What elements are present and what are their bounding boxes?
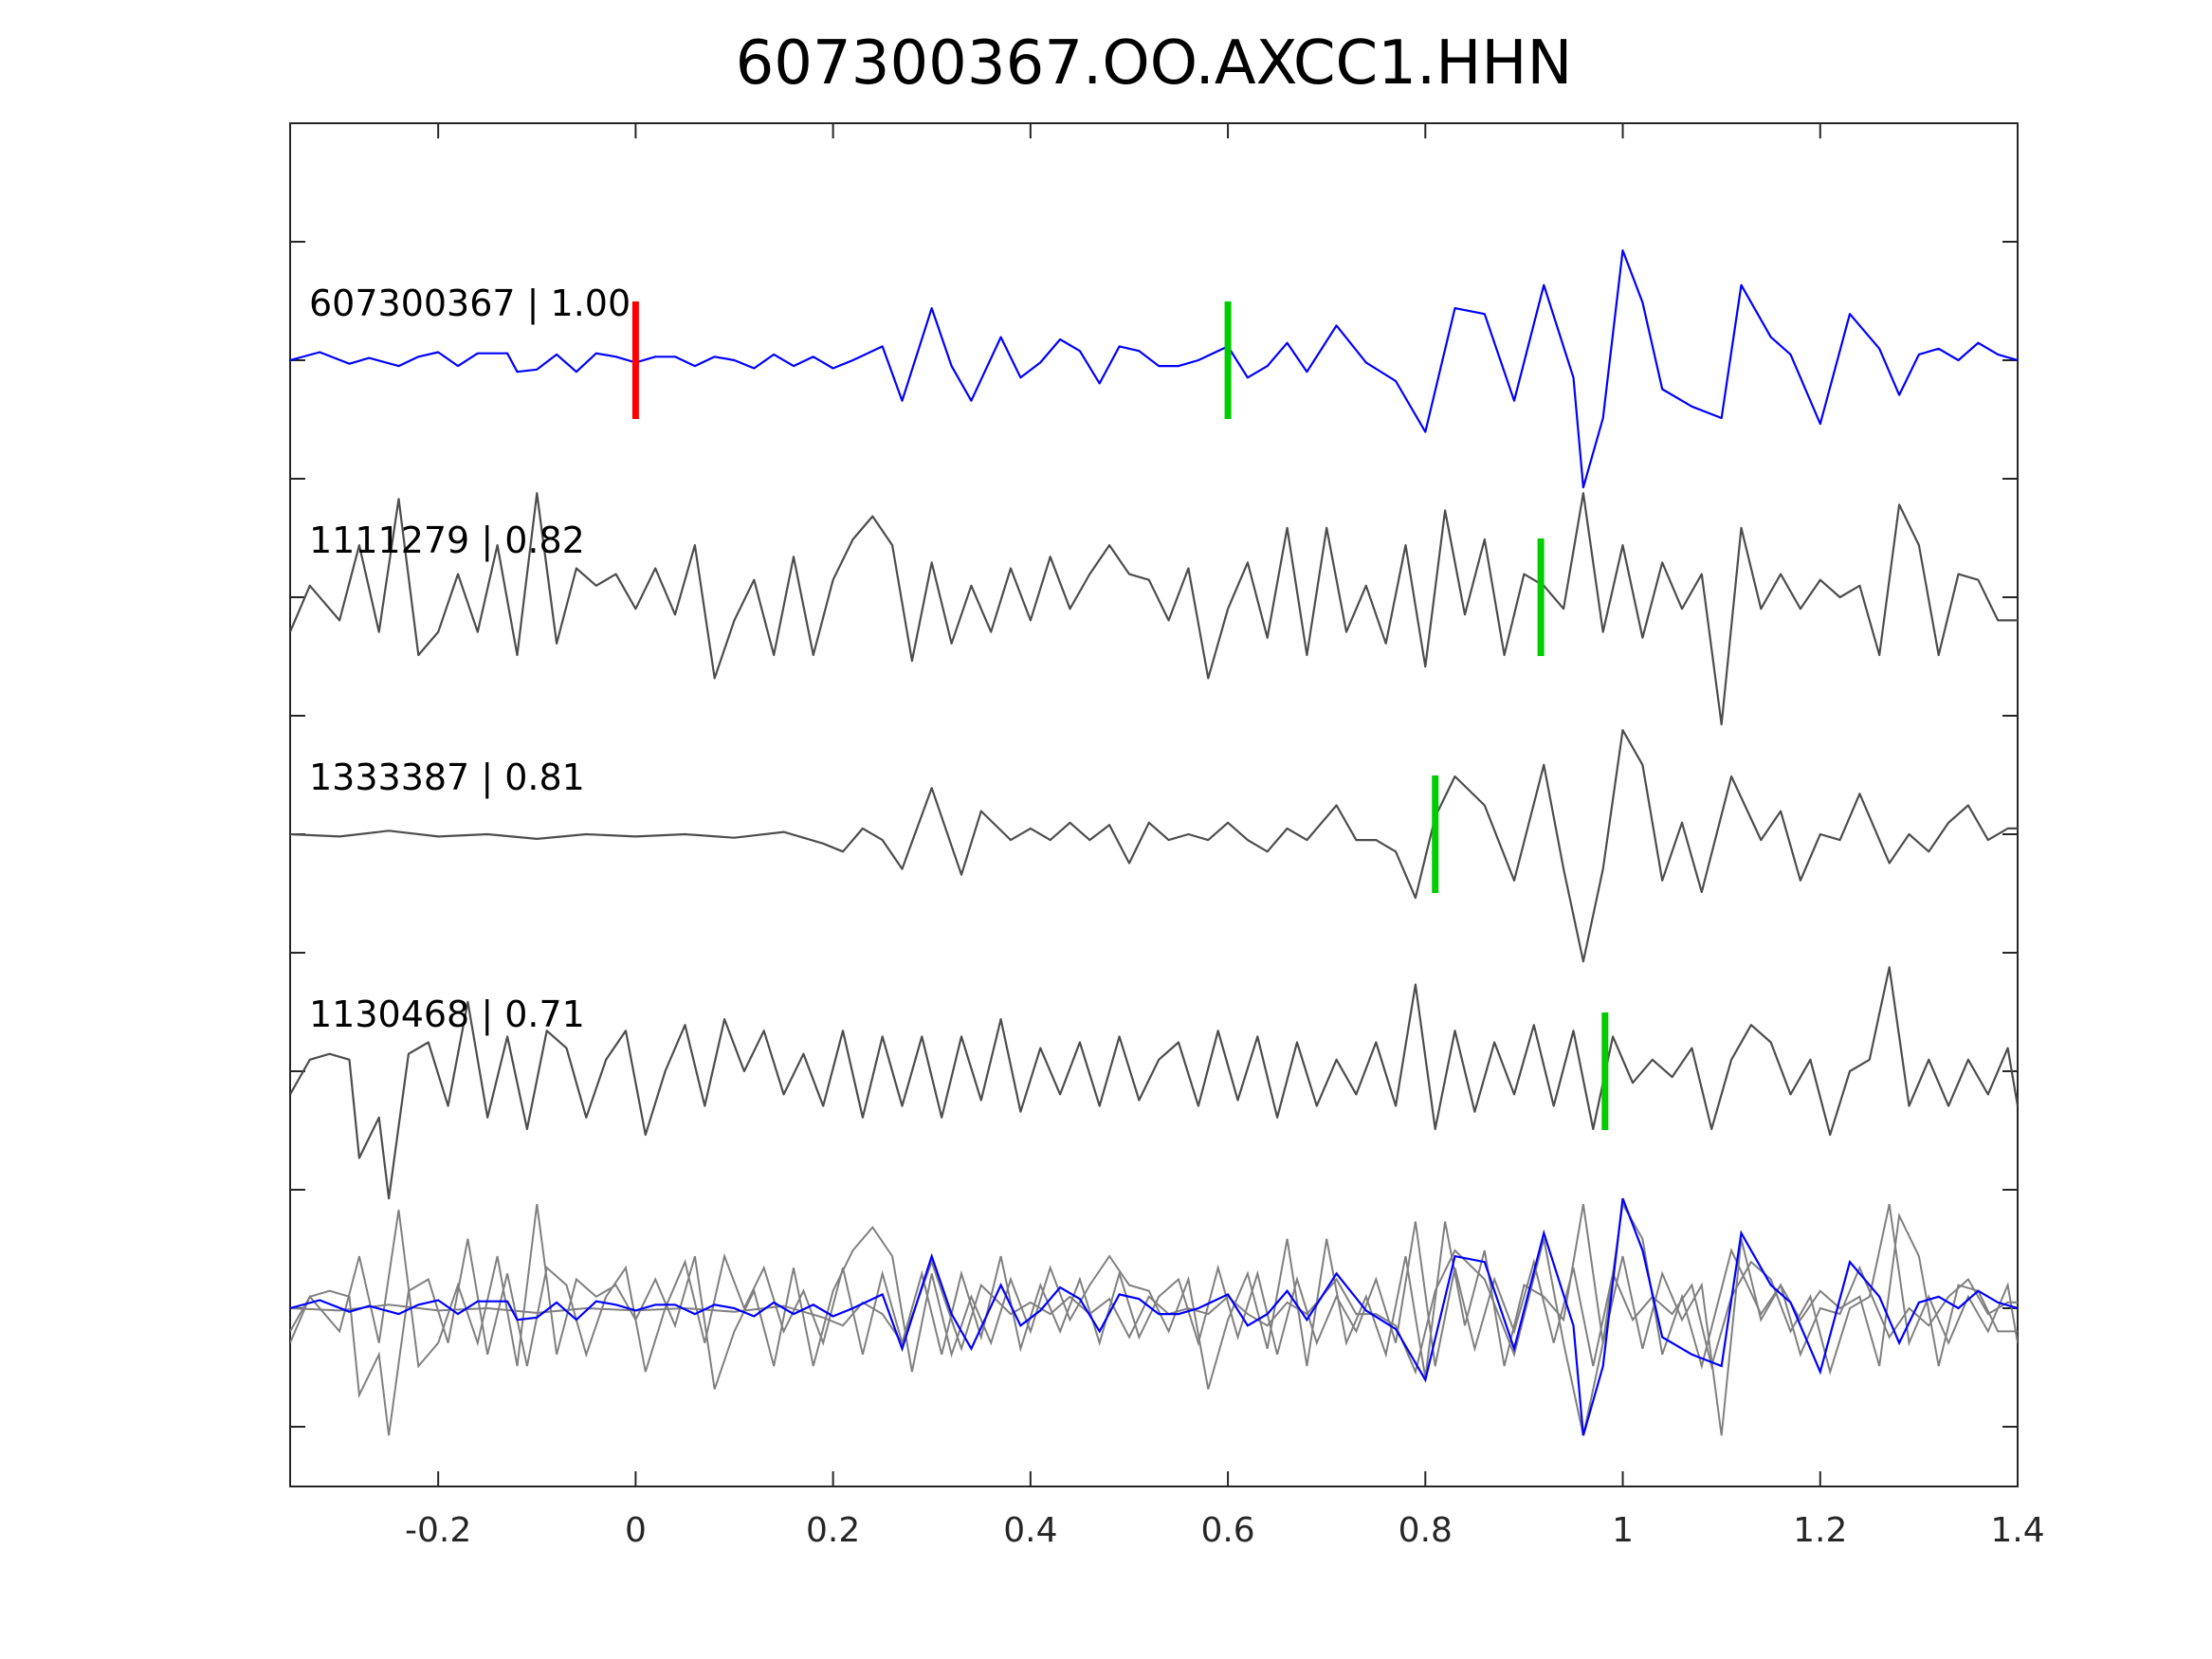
plot-area: -0.2 0 0.2 0.4 0.6 0.8 1 1.2 1.4 607300367 | 1.00… [289, 122, 2045, 1550]
trace-label-1111279: 1111279 | 0.82 [309, 520, 585, 562]
trace-label-1130468: 1130468 | 0.71 [309, 994, 585, 1036]
axes-frame [289, 122, 2019, 1487]
trace-label-607300367: 607300367 | 1.00 [309, 283, 631, 325]
x-tick-label: 1 [1612, 1511, 1634, 1550]
x-tick-label: 1.4 [1990, 1511, 2044, 1550]
overlay-trace-1111279 [290, 1204, 2018, 1436]
x-tick-label: 0 [625, 1511, 647, 1550]
x-tick-label: 0.6 [1200, 1511, 1254, 1550]
trace-607300367 [290, 249, 2018, 489]
x-tick-label: 1.2 [1793, 1511, 1847, 1550]
trace-label-1333387: 1333387 | 0.81 [309, 757, 585, 799]
x-tick-label: 0.8 [1398, 1511, 1453, 1550]
x-tick-label: 0.2 [806, 1511, 860, 1550]
trace-1333387 [290, 729, 2018, 963]
x-tick-label: 0.4 [1003, 1511, 1057, 1550]
trace-1130468 [290, 966, 2018, 1200]
trace-1111279 [290, 492, 2018, 726]
x-tick-label: -0.2 [405, 1511, 471, 1550]
overlay-trace-607300367 [290, 1197, 2018, 1436]
overlay-trace-1130468 [290, 1203, 2018, 1436]
chart-title: 607300367.OO.AXCC1.HHN [736, 28, 1573, 99]
